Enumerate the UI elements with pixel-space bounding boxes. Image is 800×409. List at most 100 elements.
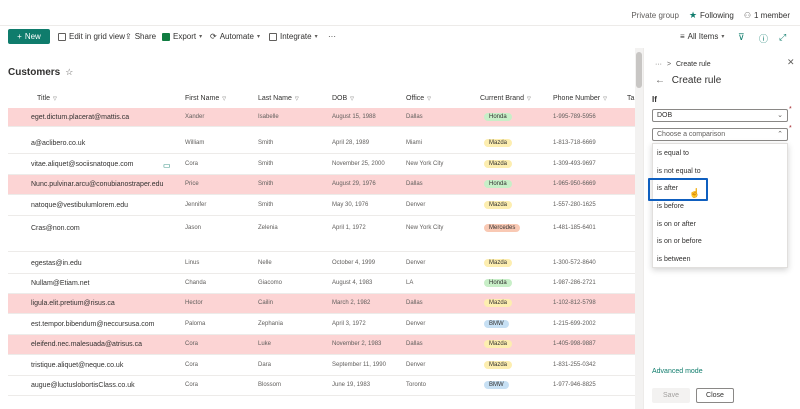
share-button[interactable]: ⇪ Share bbox=[125, 32, 156, 41]
option-is-on-or-before[interactable]: is on or before bbox=[657, 238, 702, 245]
last-name-cell: Nelle bbox=[258, 260, 272, 266]
dob-cell: May 30, 1976 bbox=[332, 202, 369, 208]
option-is-on-or-after[interactable]: is on or after bbox=[657, 221, 696, 228]
column-header-first-name[interactable]: First Name ▽ bbox=[185, 95, 226, 102]
more-commands-button[interactable]: ··· bbox=[328, 32, 336, 41]
table-row[interactable]: a@aclibero.co.uk William Smith April 28, 19… bbox=[8, 134, 635, 154]
column-header-label: Phone Number bbox=[553, 95, 601, 102]
close-label: Close bbox=[706, 392, 724, 399]
automate-button[interactable]: ⟳ Automate ▾ bbox=[210, 32, 260, 41]
following-button[interactable]: ★ Following bbox=[689, 10, 734, 21]
column-header-current-brand[interactable]: Current Brand ▽ bbox=[480, 95, 531, 102]
table-row[interactable]: ligula.elit.pretium@risus.ca Hector Cailin… bbox=[8, 294, 635, 314]
table-row[interactable]: augue@luctuslobortisClass.co.uk Cora Bloss… bbox=[8, 376, 635, 396]
column-header-office[interactable]: Office ▽ bbox=[406, 95, 431, 102]
expand-icon[interactable]: ⤢ bbox=[779, 32, 787, 42]
office-cell: Dallas bbox=[406, 341, 423, 347]
title-cell[interactable]: a@aclibero.co.uk bbox=[31, 140, 86, 147]
edit-grid-view-button[interactable]: Edit in grid view bbox=[58, 32, 125, 41]
selection-highlight bbox=[648, 178, 708, 201]
last-name-cell: Smith bbox=[258, 140, 274, 146]
option-is-after[interactable]: is after bbox=[657, 185, 679, 192]
dob-cell: June 19, 1983 bbox=[332, 382, 371, 388]
title-cell[interactable]: natoque@vestibulumlorem.edu bbox=[31, 202, 128, 209]
dob-cell: March 2, 1982 bbox=[332, 300, 371, 306]
option-is-before[interactable]: is before bbox=[657, 203, 684, 210]
table-row[interactable]: egestas@in.edu Linus Nelle October 4, 1999 D… bbox=[8, 254, 635, 274]
table-row[interactable]: Nunc.pulvinar.arcu@conubianostraper.edu P… bbox=[8, 175, 635, 195]
comparison-dropdown[interactable]: Choose a comparison ⌃ bbox=[652, 128, 788, 141]
option-is-equal-to[interactable]: is equal to bbox=[657, 150, 689, 157]
required-marker: * bbox=[789, 125, 792, 132]
breadcrumb-more[interactable]: ··· bbox=[655, 61, 662, 68]
advanced-mode-link[interactable]: Advanced mode bbox=[652, 368, 703, 375]
column-header-label: First Name bbox=[185, 95, 220, 102]
phone-cell: 1-813-718-6669 bbox=[553, 140, 596, 146]
star-outline-icon[interactable]: ☆ bbox=[65, 67, 74, 77]
title-cell[interactable]: vitae.aliquet@sociisnatoque.com bbox=[31, 161, 134, 168]
title-cell[interactable]: egestas@in.edu bbox=[31, 260, 82, 267]
table-row[interactable]: est.tempor.bibendum@neccursusa.com Paloma… bbox=[8, 314, 635, 335]
members-button[interactable]: ⚇ 1 member bbox=[744, 11, 790, 20]
table-row[interactable]: Cras@non.com Jason Zelenia April 1, 1972 New… bbox=[8, 216, 635, 252]
title-cell[interactable]: eleifend.nec.malesuada@atrisus.ca bbox=[31, 341, 143, 348]
new-button[interactable]: + New bbox=[8, 29, 50, 44]
brand-badge: Mazda bbox=[484, 259, 513, 267]
scrollbar-track[interactable] bbox=[635, 48, 643, 409]
title-cell[interactable]: Nullam@Etiam.net bbox=[31, 280, 90, 287]
integrate-button[interactable]: Integrate ▾ bbox=[269, 32, 318, 41]
following-label: Following bbox=[700, 11, 734, 20]
share-icon: ⇪ bbox=[125, 32, 132, 41]
breadcrumb: ··· > Create rule bbox=[655, 61, 711, 68]
title-cell[interactable]: eget.dictum.placerat@mattis.ca bbox=[31, 114, 130, 121]
panel-title: Create rule bbox=[671, 75, 722, 86]
title-cell[interactable]: est.tempor.bibendum@neccursusa.com bbox=[31, 321, 155, 328]
dob-cell: November 2, 1983 bbox=[332, 341, 382, 347]
info-icon[interactable]: ⓘ bbox=[759, 34, 769, 44]
comment-icon[interactable]: ▭ bbox=[163, 161, 171, 170]
title-cell[interactable]: tristique.aliquet@neque.co.uk bbox=[31, 362, 124, 369]
column-header-truncated[interactable]: Ta bbox=[627, 95, 634, 102]
chevron-down-icon: ▽ bbox=[427, 95, 432, 102]
view-switcher[interactable]: ≡ All Items ▾ bbox=[680, 32, 724, 41]
filter-icon[interactable]: ⊽ bbox=[738, 32, 745, 42]
first-name-cell: Linus bbox=[185, 260, 200, 266]
title-cell[interactable]: Nunc.pulvinar.arcu@conubianostraper.edu bbox=[31, 181, 164, 188]
column-header-title[interactable]: Title ▽ bbox=[37, 95, 57, 102]
column-header-phone-number[interactable]: Phone Number ▽ bbox=[553, 95, 607, 102]
title-cell[interactable]: Cras@non.com bbox=[31, 225, 80, 232]
phone-cell: 1-215-699-2002 bbox=[553, 321, 596, 327]
back-arrow-icon[interactable]: ← bbox=[655, 75, 665, 86]
scrollbar-thumb[interactable] bbox=[636, 52, 642, 88]
dob-cell: April 28, 1989 bbox=[332, 140, 370, 146]
list-view-icon: ≡ bbox=[680, 32, 685, 41]
table-row[interactable]: natoque@vestibulumlorem.edu Jennifer Smith… bbox=[8, 196, 635, 216]
integrate-icon bbox=[269, 32, 277, 41]
column-header-dob[interactable]: DOB ▽ bbox=[332, 95, 354, 102]
chevron-up-icon: ⌃ bbox=[777, 131, 783, 138]
table-row[interactable]: Nullam@Etiam.net Chanda Giacomo August 4, 1… bbox=[8, 274, 635, 294]
title-cell[interactable]: ligula.elit.pretium@risus.ca bbox=[31, 300, 115, 307]
table-row[interactable]: eleifend.nec.malesuada@atrisus.ca Cora Luk… bbox=[8, 335, 635, 355]
dob-cell: November 25, 2000 bbox=[332, 161, 385, 167]
save-button[interactable]: Save bbox=[652, 388, 690, 403]
field-dropdown[interactable]: DOB ⌄ bbox=[652, 109, 788, 122]
table-row[interactable]: vitae.aliquet@sociisnatoque.com Cora Smith… bbox=[8, 154, 635, 175]
list-title: Customers bbox=[8, 67, 61, 78]
column-header-last-name[interactable]: Last Name ▽ bbox=[258, 95, 299, 102]
close-button[interactable]: Close bbox=[696, 388, 734, 403]
option-is-between[interactable]: is between bbox=[657, 256, 691, 263]
chevron-down-icon: ▾ bbox=[721, 34, 725, 40]
first-name-cell: Xander bbox=[185, 114, 205, 120]
close-icon[interactable]: ✕ bbox=[787, 57, 795, 67]
required-marker: * bbox=[789, 106, 792, 113]
export-button[interactable]: Export ▾ bbox=[162, 32, 202, 41]
table-row[interactable]: eget.dictum.placerat@mattis.ca Xander Isab… bbox=[8, 108, 635, 127]
office-cell: LA bbox=[406, 280, 414, 286]
option-is-not-equal-to[interactable]: is not equal to bbox=[657, 168, 701, 175]
first-name-cell: Jason bbox=[185, 225, 202, 231]
phone-cell: 1-831-255-0342 bbox=[553, 362, 596, 368]
brand-badge: Honda bbox=[484, 113, 512, 121]
table-row[interactable]: tristique.aliquet@neque.co.uk Cora Dara Sep… bbox=[8, 356, 635, 376]
title-cell[interactable]: augue@luctuslobortisClass.co.uk bbox=[31, 382, 135, 389]
